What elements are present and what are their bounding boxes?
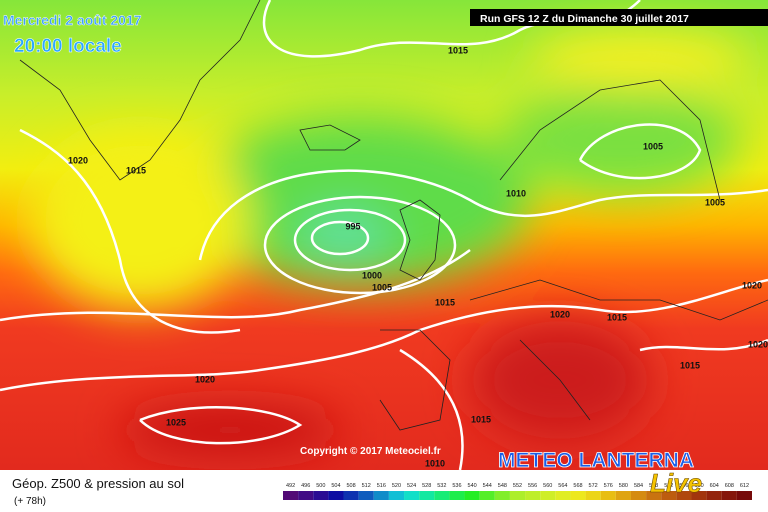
scale-swatch xyxy=(494,491,510,500)
scale-swatch xyxy=(404,491,420,500)
scale-label: 508 xyxy=(346,483,355,489)
scale-label: 560 xyxy=(543,483,552,489)
isobar-label: 1005 xyxy=(643,141,663,151)
isobar-label: 995 xyxy=(345,221,360,231)
time: 20:00 locale xyxy=(14,36,122,57)
isobar-label: 1005 xyxy=(705,197,725,207)
isobar-label: 1020 xyxy=(748,339,768,349)
scale-label: 580 xyxy=(619,483,628,489)
scale-swatch xyxy=(540,491,556,500)
isobar-label: 1025 xyxy=(166,417,186,427)
scale-swatch xyxy=(646,491,662,500)
scale-label: 596 xyxy=(679,483,688,489)
scale-label: 544 xyxy=(483,483,492,489)
isobar-label: 1015 xyxy=(471,414,491,424)
scale-label: 564 xyxy=(558,483,567,489)
scale-label: 536 xyxy=(452,483,461,489)
scale-swatch xyxy=(464,491,480,500)
scale-label: 556 xyxy=(528,483,537,489)
scale-swatch xyxy=(343,491,359,500)
scale-label: 572 xyxy=(589,483,598,489)
scale-swatch xyxy=(298,491,314,500)
scale-swatch xyxy=(600,491,616,500)
scale-swatch xyxy=(525,491,541,500)
scale-swatch xyxy=(661,491,677,500)
scale-label: 540 xyxy=(468,483,477,489)
isobar-label: 1015 xyxy=(448,45,468,55)
field-blobs xyxy=(30,30,750,455)
isobar-label: 1015 xyxy=(435,297,455,307)
run-box xyxy=(470,9,768,26)
scale-swatch xyxy=(388,491,405,500)
scale-label: 584 xyxy=(634,483,643,489)
scale-swatch xyxy=(479,491,495,500)
scale-label: 588 xyxy=(649,483,658,489)
scale-label: 576 xyxy=(604,483,613,489)
scale-label: 600 xyxy=(694,483,703,489)
scale-label: 548 xyxy=(498,483,507,489)
scale-swatch xyxy=(736,491,752,500)
scale-label: 520 xyxy=(392,483,401,489)
scale-label: 496 xyxy=(301,483,310,489)
isobar-label: 1020 xyxy=(195,374,215,384)
scale-label: 516 xyxy=(377,483,386,489)
scale-swatch xyxy=(555,491,571,500)
date: Mercredi 2 août 2017 xyxy=(3,12,142,28)
scale-label: 592 xyxy=(664,483,673,489)
scale-label: 512 xyxy=(362,483,371,489)
footer-title: Géop. Z500 & pression au sol xyxy=(12,476,184,491)
isobar-label: 1020 xyxy=(68,155,88,165)
isobar-label: 1020 xyxy=(742,280,762,290)
isobar-label: 1000 xyxy=(362,270,382,280)
scale-swatch xyxy=(419,491,435,500)
scale-swatch xyxy=(585,491,601,500)
isobar-label: 1010 xyxy=(425,458,445,468)
scale-label: 568 xyxy=(573,483,582,489)
isobar-label: 1010 xyxy=(506,188,526,198)
logo-tag: Live xyxy=(650,468,702,498)
scale-swatch xyxy=(706,491,722,500)
scale-swatch xyxy=(509,491,526,500)
scale-label: 608 xyxy=(725,483,734,489)
isobar-label: 1020 xyxy=(550,309,570,319)
isobar-label: 1005 xyxy=(372,282,392,292)
scale-swatch xyxy=(434,491,450,500)
run-info: Run GFS 12 Z du Dimanche 30 juillet 2017 xyxy=(480,13,689,25)
scale-swatch xyxy=(313,491,329,500)
scale-label: 552 xyxy=(513,483,522,489)
scale-label: 524 xyxy=(407,483,416,489)
coastlines xyxy=(19,0,768,431)
scale-swatch xyxy=(373,491,389,500)
scale-label: 528 xyxy=(422,483,431,489)
scale-swatch xyxy=(358,491,374,500)
scale-swatch xyxy=(570,491,586,500)
scale-swatch xyxy=(283,491,299,500)
scale-label: 604 xyxy=(710,483,719,489)
scale-label: 492 xyxy=(286,483,295,489)
isobar-label: 1015 xyxy=(126,165,146,175)
scale-swatch xyxy=(721,491,737,500)
scale-swatch xyxy=(630,491,647,500)
scale-swatch xyxy=(615,491,631,500)
scale-label: 532 xyxy=(437,483,446,489)
scale-label: 612 xyxy=(740,483,749,489)
copyright: Copyright © 2017 Meteociel.fr xyxy=(300,446,441,457)
scale-swatch xyxy=(328,491,344,500)
scale-label: 504 xyxy=(331,483,340,489)
isobar-label: 1015 xyxy=(607,312,627,322)
scale-label: 500 xyxy=(316,483,325,489)
scale-swatch xyxy=(676,491,692,500)
logo-name: METEO LANTERNA xyxy=(498,449,694,472)
isobar-label: 1015 xyxy=(680,360,700,370)
scale-swatch xyxy=(449,491,465,500)
footer-lead: (+ 78h) xyxy=(14,496,46,507)
scale-swatch xyxy=(691,491,707,500)
